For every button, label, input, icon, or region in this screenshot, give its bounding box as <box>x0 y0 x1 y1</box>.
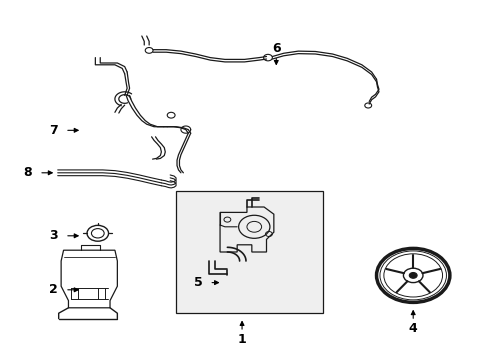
Text: 1: 1 <box>237 333 246 346</box>
Text: 6: 6 <box>271 42 280 55</box>
Circle shape <box>408 273 416 278</box>
Text: 2: 2 <box>49 283 58 296</box>
Text: 4: 4 <box>408 322 417 335</box>
Text: 8: 8 <box>23 166 32 179</box>
Text: 3: 3 <box>49 229 58 242</box>
Bar <box>176 191 322 313</box>
Text: 7: 7 <box>49 124 58 137</box>
Text: 5: 5 <box>194 276 203 289</box>
